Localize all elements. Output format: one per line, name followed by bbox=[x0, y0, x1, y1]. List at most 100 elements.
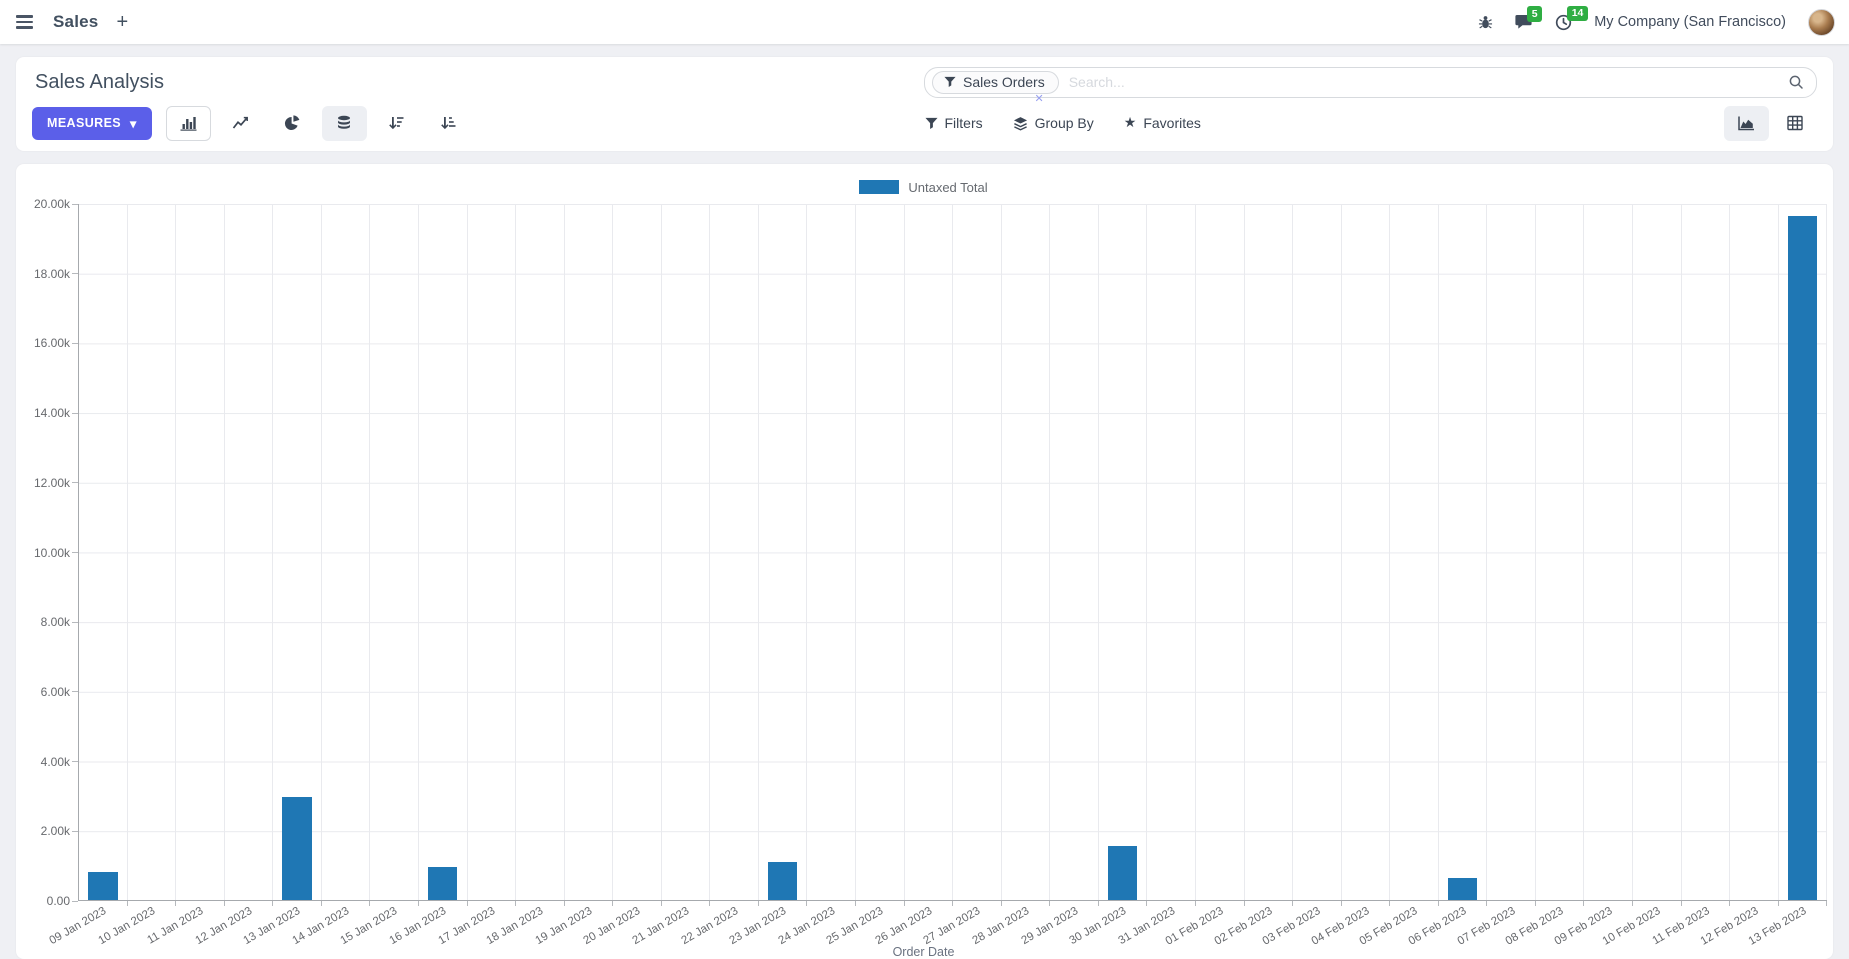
search-facet-sales-orders[interactable]: Sales Orders ✕ bbox=[932, 70, 1059, 105]
chart-column bbox=[1536, 204, 1585, 906]
sort-descending-icon bbox=[389, 117, 404, 130]
debug-bug-icon[interactable] bbox=[1478, 15, 1493, 30]
filter-funnel-icon bbox=[944, 76, 956, 87]
chart-column bbox=[759, 204, 808, 906]
y-tick-label: 4.00k bbox=[41, 755, 78, 769]
bar-16-jan-2023[interactable] bbox=[427, 866, 458, 900]
area-chart-icon bbox=[1738, 116, 1754, 131]
bar-23-jan-2023[interactable] bbox=[767, 861, 798, 900]
search-bar[interactable]: Sales Orders ✕ bbox=[924, 66, 1817, 105]
chart-column bbox=[516, 204, 565, 906]
y-tick-label: 8.00k bbox=[41, 615, 78, 629]
sort-descending-button[interactable] bbox=[374, 106, 419, 141]
chart-column bbox=[856, 204, 905, 906]
chart-column bbox=[565, 204, 614, 906]
bar-09-jan-2023[interactable] bbox=[88, 872, 118, 900]
y-tick-label: 14.00k bbox=[34, 406, 78, 420]
top-navbar: Sales + 5 14 My C bbox=[0, 0, 1849, 44]
messages-icon[interactable]: 5 bbox=[1515, 6, 1543, 30]
legend-label: Untaxed Total bbox=[908, 179, 988, 195]
chart-column bbox=[1730, 204, 1779, 906]
x-axis-title: Order Date bbox=[892, 945, 955, 959]
y-tick-label: 16.00k bbox=[34, 336, 78, 350]
line-chart-icon bbox=[232, 116, 248, 129]
control-panel: Sales Analysis Sales Orders ✕ MEASURES ▾ bbox=[16, 57, 1833, 151]
chart-column bbox=[1245, 204, 1294, 906]
chart-column bbox=[1682, 204, 1731, 906]
chart-column bbox=[613, 204, 662, 906]
bar-chart-mode-button[interactable] bbox=[165, 105, 211, 141]
y-tick-label: 18.00k bbox=[34, 267, 78, 281]
pivot-table-icon bbox=[1786, 115, 1803, 131]
chart-column bbox=[662, 204, 711, 906]
chart-column bbox=[79, 204, 128, 906]
chart-column bbox=[1584, 204, 1633, 906]
plot-area bbox=[78, 204, 1828, 906]
search-input[interactable] bbox=[1066, 73, 1780, 91]
facet-remove-icon[interactable]: ✕ bbox=[1034, 92, 1044, 105]
chart-column bbox=[128, 204, 177, 906]
group-by-menu-button[interactable]: Group By bbox=[1013, 115, 1094, 131]
chart-column bbox=[419, 204, 468, 906]
chart-column bbox=[1779, 204, 1828, 906]
chart-column bbox=[468, 204, 517, 906]
chart-column bbox=[1196, 204, 1245, 906]
bar-13-feb-2023[interactable] bbox=[1787, 216, 1818, 900]
user-avatar[interactable] bbox=[1808, 8, 1835, 36]
y-tick-label: 20.00k bbox=[34, 197, 78, 211]
chart-column bbox=[1099, 204, 1148, 906]
y-tick-label: 2.00k bbox=[41, 824, 78, 838]
legend-swatch bbox=[859, 180, 900, 194]
stacked-toggle-button[interactable] bbox=[321, 105, 367, 141]
caret-down-icon: ▾ bbox=[130, 116, 137, 131]
line-chart-mode-button[interactable] bbox=[218, 106, 263, 141]
activities-count-badge: 14 bbox=[1567, 5, 1588, 22]
chart-column bbox=[1002, 204, 1051, 906]
graph-view: Untaxed Total 20.00k 18.00k 16.00k 14.00k 12… bbox=[16, 164, 1833, 959]
star-icon: ★ bbox=[1123, 114, 1137, 130]
pivot-view-switcher-button[interactable] bbox=[1772, 106, 1817, 141]
stacked-database-icon bbox=[338, 115, 351, 129]
chart-column bbox=[1342, 204, 1391, 906]
layers-icon bbox=[1013, 116, 1027, 130]
chart-column bbox=[1487, 204, 1536, 906]
bar-30-jan-2023[interactable] bbox=[1107, 846, 1138, 900]
sort-ascending-icon bbox=[441, 117, 456, 130]
chart-column bbox=[807, 204, 856, 906]
y-tick-label: 12.00k bbox=[34, 476, 78, 490]
chart-column bbox=[953, 204, 1002, 906]
chart-column bbox=[1390, 204, 1439, 906]
graph-view-switcher-button[interactable] bbox=[1724, 105, 1769, 141]
bar-chart: 20.00k 18.00k 16.00k 14.00k 12.00k 10.00k 8.00… bbox=[20, 197, 1828, 908]
app-name[interactable]: Sales bbox=[53, 11, 99, 31]
chart-legend[interactable]: Untaxed Total bbox=[20, 176, 1827, 198]
filter-funnel-icon bbox=[924, 117, 938, 129]
y-tick-label: 0.00 bbox=[47, 894, 78, 908]
y-tick-label: 10.00k bbox=[34, 546, 78, 560]
measures-button[interactable]: MEASURES ▾ bbox=[32, 106, 152, 140]
chart-column bbox=[1633, 204, 1682, 906]
y-axis: 20.00k 18.00k 16.00k 14.00k 12.00k 10.00k 8.00… bbox=[20, 197, 78, 908]
apps-menu-icon[interactable] bbox=[14, 11, 35, 32]
chart-column bbox=[370, 204, 419, 906]
filters-menu-button[interactable]: Filters bbox=[924, 115, 983, 131]
activities-clock-icon[interactable]: 14 bbox=[1555, 5, 1588, 31]
chart-column bbox=[225, 204, 274, 906]
chart-column bbox=[710, 204, 759, 906]
y-tick-label: 6.00k bbox=[41, 685, 78, 699]
x-axis-labels: 09 Jan 2023 10 Jan 2023 11 Jan 2023 12 Jan … bbox=[47, 901, 1827, 951]
favorites-menu-button[interactable]: ★ Favorites bbox=[1123, 114, 1201, 131]
page-title: Sales Analysis bbox=[35, 70, 164, 93]
chart-column bbox=[1050, 204, 1099, 906]
pie-chart-mode-button[interactable] bbox=[270, 106, 315, 141]
bar-06-feb-2023[interactable] bbox=[1447, 877, 1478, 900]
new-tab-plus-icon[interactable]: + bbox=[116, 10, 129, 33]
sort-ascending-button[interactable] bbox=[426, 106, 471, 141]
search-facet-label: Sales Orders bbox=[963, 73, 1045, 90]
bar-13-jan-2023[interactable] bbox=[282, 797, 312, 900]
pie-chart-icon bbox=[284, 115, 300, 130]
company-switcher[interactable]: My Company (San Francisco) bbox=[1594, 14, 1786, 30]
chart-column bbox=[273, 204, 322, 906]
chart-column bbox=[1293, 204, 1342, 906]
search-icon[interactable] bbox=[1788, 74, 1804, 90]
